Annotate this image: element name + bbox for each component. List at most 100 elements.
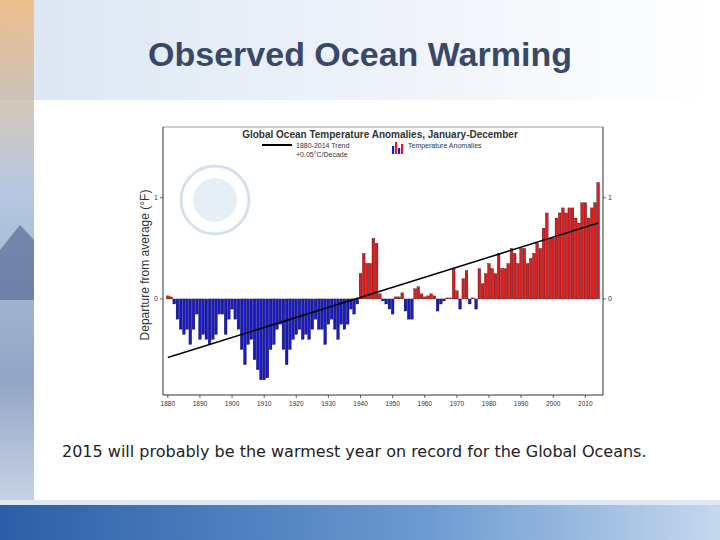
logo [181,166,249,234]
bar [539,248,542,299]
trend-line [168,223,598,358]
bar [269,299,272,350]
bar [536,243,539,299]
x-tick-label: 1900 [225,400,240,407]
bar [276,299,279,329]
y-tick [603,298,606,299]
bar [449,298,452,299]
y-axis-right [603,127,604,395]
bar [398,297,401,299]
x-tick-label: 1930 [321,400,336,407]
bar [333,299,336,329]
bar [192,299,195,329]
bar [186,299,189,329]
x-tick-label: 1920 [289,400,304,407]
bar [475,299,478,309]
bar [244,299,247,365]
bar [558,213,561,299]
y-tick-label: 0 [608,295,612,302]
bar [240,299,243,350]
annotation: +0.05°C/Decade [296,151,348,158]
bar [488,264,491,299]
bar [173,299,176,304]
bar [497,253,500,299]
bar [468,299,471,304]
y-tick-label: 1 [154,194,158,201]
bar [401,293,404,299]
bar [587,218,590,299]
x-tick [553,395,554,398]
bar [375,243,378,299]
bar [590,208,593,299]
bar [324,299,327,345]
bar [385,299,388,304]
bar [378,294,381,299]
bar [517,264,520,299]
bar [327,299,330,324]
bar [459,299,462,309]
bar [189,299,192,345]
bar [552,238,555,299]
bar [221,299,224,314]
bar [359,274,362,299]
bar [529,258,532,298]
bar [301,299,304,339]
bar [436,299,439,311]
x-tick-label: 1960 [418,400,433,407]
bar [199,299,202,339]
legend-swatch [392,146,394,154]
bar [176,299,179,319]
bar [346,299,349,324]
y-axis-label: Departure from average (°F) [138,190,152,341]
bar [491,269,494,299]
bar [404,299,407,311]
bar [279,299,282,324]
mountain [0,225,34,300]
bar [430,294,433,299]
legend-swatch [401,144,403,154]
bar [568,208,571,299]
legend: 1880-2014 Trend+0.05°C/DecadeTemperature… [262,142,482,158]
x-tick-label: 1910 [257,400,272,407]
chart-panel [133,122,615,414]
bar [272,299,275,345]
bar [311,299,314,329]
bar [494,274,497,299]
bar [584,203,587,299]
bar [266,299,269,378]
bar [439,299,442,304]
bar [565,213,568,299]
legend-swatch [395,142,397,154]
bar [208,299,211,345]
bar [420,294,423,299]
legend-label: 1880-2014 Trend [296,142,349,149]
bar [250,299,253,339]
bar [417,287,420,299]
bar [571,208,574,299]
bar [215,299,218,334]
caption: 2015 will probably be the warmest year o… [62,442,647,461]
x-tick-label: 2000 [546,400,561,407]
bar [253,299,256,360]
bar [353,299,356,314]
bar [555,218,558,299]
x-tick-label: 1950 [385,400,400,407]
bar [481,284,484,299]
bar [314,299,317,319]
chart-title: Global Ocean Temperature Anomalies, Janu… [242,129,518,140]
bar [594,203,597,299]
x-tick [521,395,522,398]
bar [202,299,205,334]
bar [597,183,600,299]
bar [523,248,526,299]
bar [260,299,263,380]
logo [193,178,237,222]
bar [561,208,564,299]
bar [414,289,417,299]
bar [465,271,468,299]
bar [478,269,481,299]
x-tick [167,395,168,398]
bar [263,299,266,380]
bar [366,264,369,299]
bar [362,253,365,299]
